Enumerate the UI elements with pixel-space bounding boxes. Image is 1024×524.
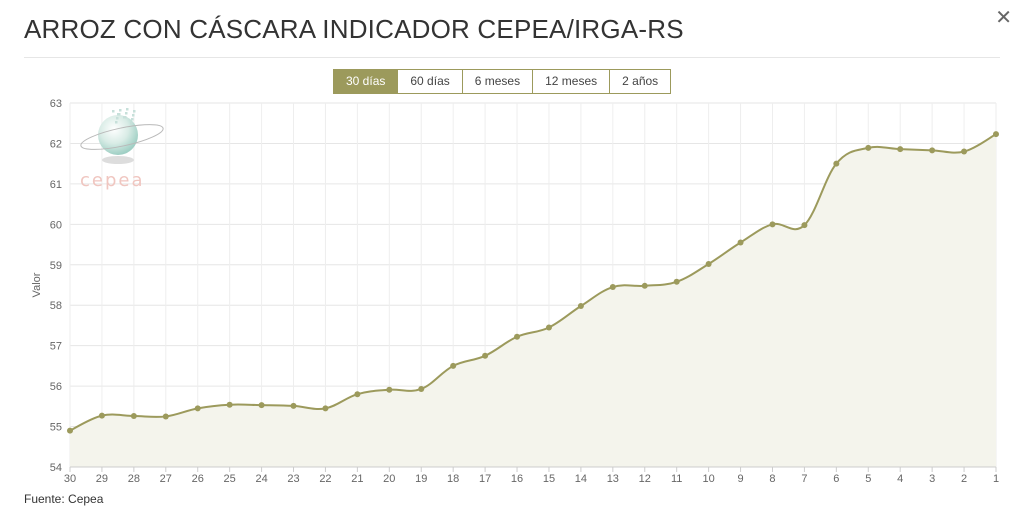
x-tick-label: 12 — [639, 473, 651, 485]
x-tick-label: 15 — [543, 473, 555, 485]
data-point — [609, 284, 616, 291]
x-tick-label: 22 — [319, 473, 331, 485]
x-tick-label: 26 — [192, 473, 204, 485]
data-point — [482, 352, 489, 359]
data-point — [514, 333, 521, 340]
x-tick-label: 30 — [64, 473, 76, 485]
x-tick-label: 8 — [769, 473, 775, 485]
x-tick-label: 14 — [575, 473, 587, 485]
data-point — [354, 391, 361, 398]
logo-text: cepea — [80, 170, 145, 191]
data-point — [929, 147, 936, 154]
logo-pixel — [125, 112, 128, 115]
logo-pixel — [131, 118, 134, 121]
logo-pixel — [115, 121, 118, 124]
x-tick-label: 11 — [671, 473, 682, 485]
data-point — [961, 148, 968, 155]
data-point — [993, 131, 999, 138]
x-tick-label: 18 — [447, 473, 459, 485]
data-point — [162, 413, 169, 420]
logo-pixel — [130, 122, 133, 125]
data-point — [258, 402, 265, 409]
cepea-logo: cepea — [80, 108, 164, 191]
x-tick-label: 25 — [224, 473, 236, 485]
x-tick-label: 6 — [833, 473, 839, 485]
data-point — [865, 144, 872, 151]
x-tick-label: 5 — [865, 473, 871, 485]
data-point — [769, 221, 776, 228]
x-tick-label: 21 — [351, 473, 363, 485]
y-tick-label: 63 — [50, 98, 62, 110]
logo-pixel — [116, 117, 119, 120]
data-point — [705, 260, 712, 267]
data-point — [545, 324, 552, 331]
data-point — [897, 146, 904, 153]
y-tick-label: 62 — [50, 138, 62, 150]
y-tick-label: 58 — [50, 300, 62, 312]
page-title: ARROZ CON CÁSCARA INDICADOR CEPEA/IRGA-R… — [24, 14, 684, 44]
y-tick-label: 56 — [50, 381, 62, 393]
close-icon[interactable]: ✕ — [995, 7, 1012, 29]
series-area — [70, 134, 996, 468]
logo-pixel — [117, 113, 120, 116]
x-tick-label: 29 — [96, 473, 108, 485]
y-tick-label: 54 — [50, 462, 62, 474]
data-point — [737, 239, 744, 246]
x-tick-label: 20 — [383, 473, 395, 485]
data-point — [673, 278, 680, 285]
x-tick-label: 10 — [702, 473, 714, 485]
tab-12-meses[interactable]: 12 meses — [532, 70, 610, 93]
tab-60-dias[interactable]: 60 días — [397, 70, 462, 93]
data-point — [833, 160, 840, 167]
data-point — [98, 412, 105, 419]
orbit-ring — [80, 124, 164, 150]
logo-pixel — [133, 110, 136, 113]
y-tick-label: 60 — [50, 219, 62, 231]
y-tick-label: 59 — [50, 260, 62, 272]
data-point — [194, 405, 201, 412]
x-tick-label: 4 — [897, 473, 903, 485]
data-point — [577, 303, 584, 310]
x-tick-label: 1 — [993, 473, 999, 485]
x-tick-label: 3 — [929, 473, 935, 485]
data-point — [641, 282, 648, 289]
y-tick-label: 61 — [50, 179, 62, 191]
source-text: Fuente: Cepea — [24, 492, 104, 506]
logo-pixel — [119, 109, 122, 112]
data-point — [450, 362, 457, 369]
y-tick-label: 57 — [50, 341, 62, 353]
data-point — [322, 405, 329, 412]
logo-pixel — [123, 116, 126, 119]
x-tick-label: 16 — [511, 473, 523, 485]
x-tick-label: 24 — [255, 473, 267, 485]
data-point — [418, 385, 425, 392]
data-point — [67, 427, 73, 434]
logo-pixel — [112, 110, 115, 113]
data-point — [226, 401, 233, 408]
title-divider — [24, 57, 1000, 58]
x-tick-label: 27 — [160, 473, 172, 485]
tab-2-anos[interactable]: 2 años — [609, 70, 671, 93]
x-tick-label: 2 — [961, 473, 967, 485]
y-tick-label: 55 — [50, 422, 62, 434]
x-tick-label: 7 — [801, 473, 807, 485]
data-point — [801, 222, 808, 229]
x-tick-label: 23 — [287, 473, 299, 485]
tab-6-meses[interactable]: 6 meses — [461, 70, 533, 93]
tab-30-dias[interactable]: 30 días — [334, 70, 398, 93]
data-point — [386, 386, 393, 393]
range-tabs: 30 días 60 días 6 meses 12 meses 2 años — [333, 69, 672, 94]
x-tick-label: 28 — [128, 473, 140, 485]
y-axis-label: Valor — [31, 272, 43, 297]
x-tick-label: 13 — [607, 473, 619, 485]
x-tick-label: 19 — [415, 473, 427, 485]
data-point — [130, 413, 137, 420]
logo-pixel — [132, 114, 135, 117]
logo-shadow — [102, 156, 134, 164]
x-tick-label: 17 — [479, 473, 491, 485]
x-tick-label: 9 — [737, 473, 743, 485]
data-point — [290, 402, 297, 409]
logo-pixel — [126, 108, 129, 111]
